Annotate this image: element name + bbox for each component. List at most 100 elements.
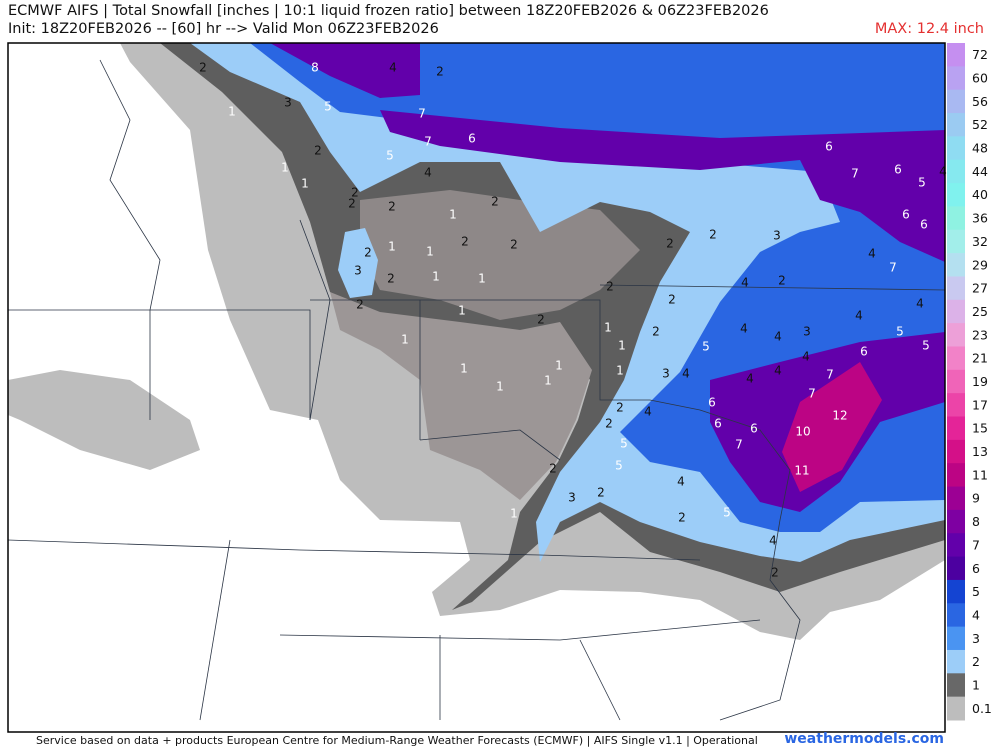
contour-label: 2 xyxy=(771,566,779,580)
contour-label: 1 xyxy=(301,177,309,191)
contour-label: 2 xyxy=(436,65,444,79)
colorbar-label: 7 xyxy=(972,537,980,552)
snow-fields xyxy=(8,43,945,640)
colorbar-label: 13 xyxy=(972,444,988,459)
state-lines xyxy=(7,284,946,721)
contour-label: 2 xyxy=(351,186,359,200)
contour-label: 5 xyxy=(922,339,930,353)
colorbar-swatch xyxy=(947,43,965,67)
contour-label: 11 xyxy=(794,464,809,478)
contour-label: 3 xyxy=(662,367,670,381)
contour-label: 12 xyxy=(832,409,847,423)
contour-label: 2 xyxy=(606,280,614,294)
contour-label: 1 xyxy=(401,333,409,347)
colorbar-swatch xyxy=(947,369,965,394)
colorbar-swatch xyxy=(947,206,965,231)
colorbar-swatch xyxy=(947,439,965,464)
field-purple xyxy=(270,43,420,98)
contour-label: 4 xyxy=(774,330,782,344)
colorbar-label: 56 xyxy=(972,94,988,109)
contour-label: 4 xyxy=(916,297,924,311)
colorbar-label: 25 xyxy=(972,304,988,319)
colorbar-label: 29 xyxy=(972,257,988,272)
colorbar-swatch xyxy=(947,393,965,418)
colorbar-swatch xyxy=(947,276,965,301)
contour-label: 2 xyxy=(678,511,686,525)
contour-label: 4 xyxy=(774,364,782,378)
contour-label: 2 xyxy=(387,272,395,286)
colorbar: 7260565248444036322927252321191715131198… xyxy=(947,43,992,721)
contour-label: 7 xyxy=(826,368,834,382)
colorbar-label: 27 xyxy=(972,281,988,296)
contour-label: 1 xyxy=(460,362,468,376)
colorbar-label: 2 xyxy=(972,654,980,669)
contour-label: 6 xyxy=(860,345,868,359)
contour-label: 6 xyxy=(750,422,758,436)
contour-label: 2 xyxy=(199,61,207,75)
colorbar-swatch xyxy=(947,486,965,511)
contour-label: 2 xyxy=(709,228,717,242)
colorbar-label: 9 xyxy=(972,491,980,506)
contour-label: 4 xyxy=(769,534,777,548)
colorbar-swatch xyxy=(947,556,965,581)
contour-label: 3 xyxy=(568,491,576,505)
contour-label: 4 xyxy=(939,165,947,179)
contour-label: 1 xyxy=(281,161,289,175)
contour-label: 7 xyxy=(808,387,816,401)
contour-label: 1 xyxy=(618,339,626,353)
contour-label: 2 xyxy=(597,486,605,500)
contour-label: 6 xyxy=(708,396,716,410)
colorbar-swatch xyxy=(947,299,965,324)
contour-label: 1 xyxy=(449,208,457,222)
footer-credit: Service based on data + products Europea… xyxy=(36,734,758,747)
contour-label: 2 xyxy=(668,293,676,307)
contour-label: 2 xyxy=(364,246,372,260)
contour-label: 1 xyxy=(228,105,236,119)
contour-label: 1 xyxy=(432,270,440,284)
contour-label: 7 xyxy=(889,261,897,275)
contour-label: 3 xyxy=(354,264,362,278)
colorbar-label: 4 xyxy=(972,607,980,622)
colorbar-swatch xyxy=(947,533,965,558)
colorbar-swatch xyxy=(947,416,965,441)
contour-label: 1 xyxy=(604,321,612,335)
field-gray xyxy=(330,292,592,500)
contour-label: 2 xyxy=(356,298,364,312)
colorbar-swatch xyxy=(947,673,965,698)
colorbar-swatch xyxy=(947,136,965,161)
colorbar-label: 8 xyxy=(972,514,980,529)
colorbar-label: 21 xyxy=(972,351,988,366)
contour-label: 5 xyxy=(918,176,926,190)
contour-label: 4 xyxy=(868,247,876,261)
contour-label: 2 xyxy=(510,238,518,252)
contour-label: 6 xyxy=(714,417,722,431)
contour-label: 4 xyxy=(677,475,685,489)
colorbar-label: 19 xyxy=(972,374,988,389)
contour-label: 2 xyxy=(605,417,613,431)
colorbar-label: 5 xyxy=(972,584,980,599)
colorbar-swatch xyxy=(947,183,965,207)
contour-label: 5 xyxy=(324,100,332,114)
contour-label: 6 xyxy=(894,163,902,177)
field-gray xyxy=(360,190,640,320)
contour-label: 1 xyxy=(616,364,624,378)
contour-label: 10 xyxy=(795,425,810,439)
contour-label: 7 xyxy=(424,135,432,149)
contour-label: 4 xyxy=(389,61,397,75)
contour-label: 4 xyxy=(746,372,754,386)
contour-label: 2 xyxy=(491,195,499,209)
contour-label: 4 xyxy=(741,276,749,290)
colorbar-label: 60 xyxy=(972,71,988,86)
colorbar-label: 3 xyxy=(972,631,980,646)
contour-label: 4 xyxy=(855,309,863,323)
contour-label: 2 xyxy=(666,237,674,251)
contour-label: 1 xyxy=(544,374,552,388)
colorbar-swatch xyxy=(947,649,965,674)
colorbar-swatch xyxy=(947,696,965,721)
title: ECMWF AIFS | Total Snowfall [inches | 10… xyxy=(8,3,769,19)
contour-label: 4 xyxy=(424,166,432,180)
colorbar-swatch xyxy=(947,626,965,651)
contour-label: 8 xyxy=(311,61,319,75)
colorbar-swatch xyxy=(947,229,965,254)
